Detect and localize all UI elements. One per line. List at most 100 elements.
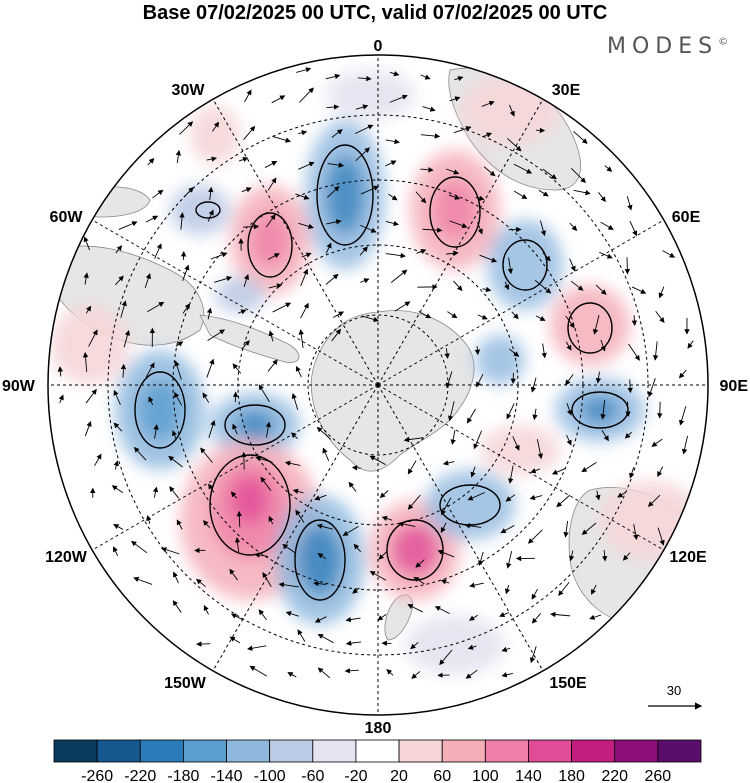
wind-vector-arrow: [152, 189, 164, 199]
wind-vector-arrow: [595, 284, 607, 295]
wind-vector-arrow: [179, 121, 194, 135]
wind-vector-arrow: [292, 488, 304, 494]
logo-text: MODES: [607, 34, 719, 59]
wind-vector-arrow: [355, 147, 370, 162]
wind-vector-arrow: [542, 168, 557, 180]
wind-vector-arrow: [114, 275, 124, 286]
wind-vector-arrow: [267, 359, 278, 372]
colorbar-tick-label: -220: [124, 768, 156, 783]
anomaly-blob-10: [580, 396, 620, 424]
wind-vector-arrow: [679, 406, 687, 426]
wind-vector-arrow: [505, 494, 516, 502]
wind-vector-arrow: [369, 455, 386, 466]
meridian-line: [91, 219, 379, 386]
antarctic-peninsula-land: [199, 314, 300, 363]
wind-vector-arrow: [508, 465, 514, 484]
lon-label-120e: 120E: [669, 549, 707, 566]
meridian-line: [91, 384, 379, 551]
colorbar-swatch: [528, 739, 573, 763]
wind-vector-arrow: [601, 429, 609, 442]
wind-vector-arrow: [513, 190, 528, 200]
wind-vector-arrow: [437, 549, 455, 558]
wind-vector-arrow: [504, 281, 510, 291]
anomaly-blob-26: [460, 75, 560, 145]
wind-vector-arrow: [241, 451, 247, 470]
wind-vector-arrow: [212, 121, 220, 132]
wind-vector-arrow: [440, 522, 447, 533]
wind-vector-arrow: [465, 669, 478, 679]
wind-vector-arrow: [82, 351, 89, 372]
wind-vector-arrow: [589, 614, 602, 620]
wind-vector-arrow: [342, 525, 359, 536]
wind-vector-arrow: [232, 423, 238, 435]
lon-label-120w: 120W: [45, 549, 88, 566]
wind-vector-arrow: [599, 251, 613, 259]
wind-vector-arrow: [147, 301, 165, 313]
wind-vector-arrow: [345, 616, 361, 623]
lon-label-150w: 150W: [164, 675, 207, 692]
wind-vector-arrow: [287, 672, 297, 678]
wind-vector-arrow: [214, 275, 233, 283]
wind-vector-arrow: [447, 311, 458, 319]
wind-vector-arrow: [196, 641, 211, 647]
wind-vector-arrow: [267, 177, 277, 191]
wind-vector-arrow: [534, 279, 552, 294]
lon-label-0: 0: [374, 38, 383, 55]
wind-vector-arrow: [651, 438, 663, 447]
wind-vector-arrow: [453, 280, 463, 292]
wind-vector-arrow: [531, 613, 542, 624]
wind-vector-arrow: [565, 315, 575, 329]
wind-vector-arrow: [573, 131, 588, 144]
wind-vector-arrow: [265, 421, 271, 438]
wind-vector-arrow: [506, 403, 515, 420]
wind-vector-arrow: [541, 343, 547, 359]
map-border: [47, 54, 709, 716]
wind-vector-arrow: [631, 315, 638, 326]
wind-vector-arrow: [481, 100, 495, 107]
wind-vector-arrow: [173, 571, 179, 584]
wind-vector-arrow: [133, 576, 153, 585]
wind-vector-arrow: [629, 466, 635, 479]
wind-vector-arrow: [325, 273, 339, 285]
wind-vector-arrow: [600, 400, 606, 420]
wind-vector-arrow: [542, 252, 551, 262]
wind-vector-arrow: [467, 408, 476, 424]
wind-vector-arrow: [234, 537, 241, 553]
wind-vector-arrow: [565, 373, 574, 386]
wind-vector-arrow: [499, 612, 509, 618]
modes-logo: MODES©: [607, 34, 728, 59]
lon-label-60w: 60W: [50, 209, 84, 226]
wind-vector-arrow: [415, 191, 427, 204]
wind-vector-arrow: [272, 135, 291, 143]
lon-label-30e: 30E: [552, 82, 581, 99]
wind-vector-arrow: [314, 494, 327, 501]
colorbar-swatch: [571, 739, 616, 763]
colorbar-tick-label: -100: [254, 768, 286, 783]
colorbar-tick-label: -60: [301, 768, 324, 783]
lon-label-60e: 60E: [672, 209, 701, 226]
wind-vector-arrow: [202, 392, 210, 403]
wind-vector-arrow: [206, 156, 218, 162]
wind-vector-arrow: [58, 394, 64, 404]
colorbar-swatch: [139, 739, 184, 763]
wind-vector-arrow: [361, 315, 380, 323]
wind-vector-arrow: [440, 579, 450, 585]
wind-vector-arrow: [422, 227, 443, 233]
wind-vector-arrow: [200, 447, 213, 463]
wind-vector-arrow: [148, 396, 154, 406]
wind-vector-arrow: [299, 87, 314, 103]
wind-vector-arrow: [145, 362, 155, 378]
wind-vector-arrow: [570, 280, 584, 291]
wind-vector-arrow: [268, 515, 274, 525]
wind-vector-arrow: [464, 523, 482, 529]
wind-vector-arrow: [88, 329, 98, 347]
wind-vector-arrow: [449, 96, 461, 102]
anomaly-blob-7: [487, 220, 563, 310]
colorbar-labels: -260 -220 -180 -140 -100 -60 -20 20 60 100 140 180 2…: [81, 768, 671, 783]
wind-vector-arrow: [407, 460, 417, 475]
wind-vector-arrow: [627, 379, 633, 394]
vortex-contour-7: [224, 404, 286, 446]
wind-vector-arrow: [550, 611, 571, 618]
wind-vector-arrow: [355, 104, 369, 110]
